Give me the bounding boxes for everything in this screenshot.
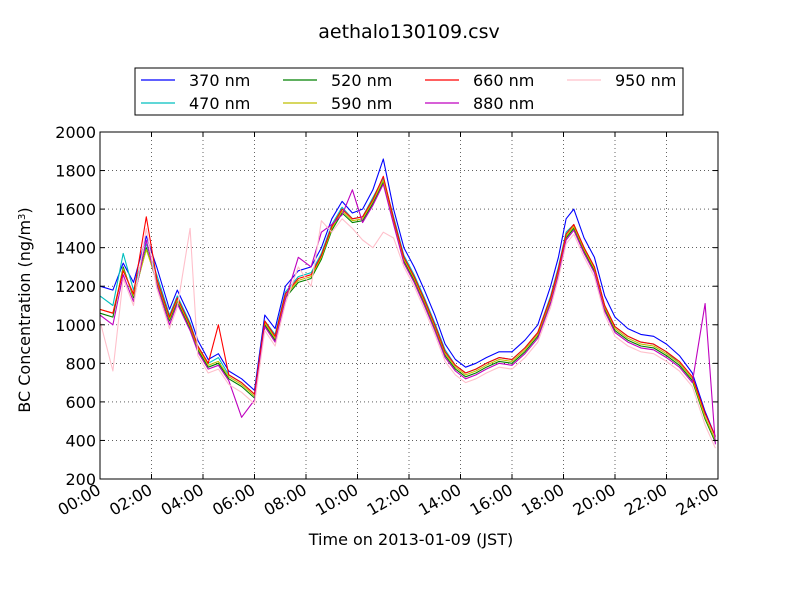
- series-line: [99, 175, 716, 437]
- x-axis-label: Time on 2013-01-09 (JST): [308, 530, 513, 549]
- y-axis-label-end: ): [15, 207, 34, 213]
- legend-label: 590 nm: [331, 94, 392, 113]
- y-tick-label: 1400: [55, 239, 96, 258]
- y-tick-label: 1600: [55, 200, 96, 219]
- y-axis-label: BC Concentration (ng/m3): [15, 207, 34, 412]
- y-tick-label: 600: [65, 393, 96, 412]
- series-line: [99, 183, 716, 445]
- y-tick-label: 1200: [55, 277, 96, 296]
- y-tick-label: 400: [65, 431, 96, 450]
- legend-label: 370 nm: [189, 71, 250, 90]
- legend-box: [134, 67, 684, 116]
- series-line: [99, 218, 716, 449]
- legend: 370 nm 470 nm 520 nm 590 nm 660 nm 880 nm 950 …: [134, 67, 684, 116]
- y-axis-label-main: BC Concentration (ng/m: [15, 220, 34, 413]
- y-tick-label: 800: [65, 354, 96, 373]
- series-line: [99, 158, 716, 437]
- legend-label: 950 nm: [615, 71, 676, 90]
- series-group: [99, 158, 716, 449]
- y-tick-label: 2000: [55, 123, 96, 142]
- chart-title: aethalo130109.csv: [318, 21, 500, 43]
- y-tick-label: 1800: [55, 162, 96, 181]
- legend-label: 880 nm: [473, 94, 534, 113]
- legend-label: 520 nm: [331, 71, 392, 90]
- y-tick-label: 200: [65, 470, 96, 489]
- y-axis-label-superscript: 3: [17, 214, 28, 220]
- legend-label: 660 nm: [473, 71, 534, 90]
- legend-label: 470 nm: [189, 94, 250, 113]
- y-tick-label: 1000: [55, 316, 96, 335]
